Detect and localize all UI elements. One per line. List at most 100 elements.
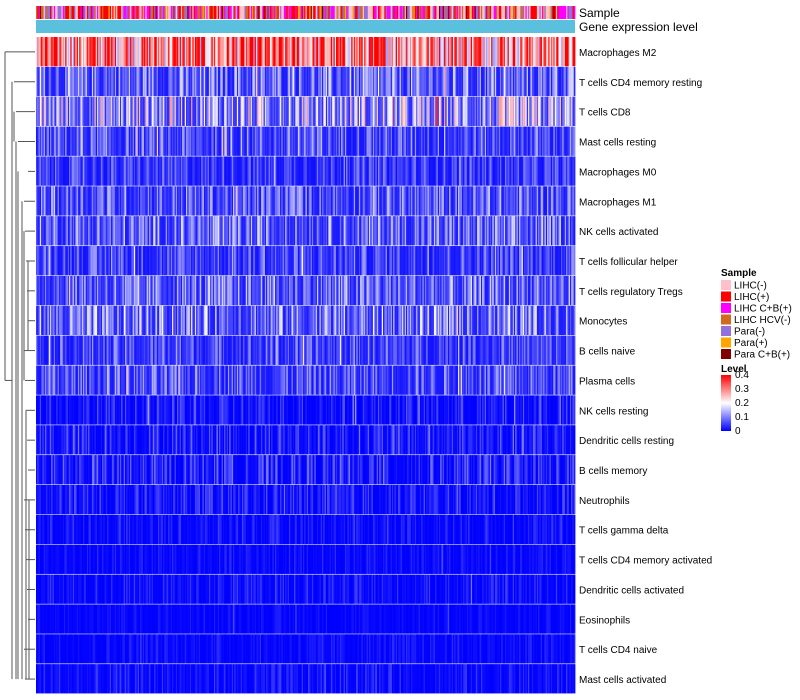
heatmap-cell <box>84 186 86 216</box>
heatmap-cell <box>178 305 181 336</box>
sample-annotation-cell <box>521 6 524 19</box>
heatmap-cell <box>395 305 398 336</box>
heatmap-cell <box>558 37 561 67</box>
heatmap-cell <box>496 186 498 216</box>
heatmap-cell <box>277 156 280 186</box>
heatmap-cell <box>286 37 289 67</box>
heatmap-cell <box>470 216 473 246</box>
heatmap-cell <box>159 246 161 276</box>
heatmap-cell <box>108 186 111 216</box>
heatmap-cell <box>325 216 328 246</box>
heatmap-cell <box>347 216 350 246</box>
heatmap-cell <box>361 156 364 186</box>
heatmap-cell <box>366 156 369 186</box>
heatmap-cell <box>301 335 304 365</box>
heatmap-cell <box>69 66 71 97</box>
heatmap-cell <box>281 96 284 126</box>
heatmap-cell <box>89 246 92 276</box>
heatmap-cell <box>102 96 104 126</box>
heatmap-cell <box>533 66 535 97</box>
heatmap-cell <box>69 37 71 67</box>
heatmap-cell <box>540 156 543 186</box>
heatmap-cell <box>149 126 151 156</box>
heatmap-cell <box>543 126 545 156</box>
heatmap-cell <box>243 66 245 97</box>
heatmap-cell <box>446 275 449 306</box>
heatmap-cell <box>234 335 236 365</box>
heatmap-cell <box>400 305 403 336</box>
heatmap-cell <box>374 335 376 365</box>
heatmap-cell <box>230 66 233 97</box>
heatmap-cell <box>322 275 324 306</box>
sample-annotation-cell <box>306 6 309 19</box>
sample-annotation-cell <box>323 6 325 19</box>
sample-annotation-cell <box>497 6 500 19</box>
heatmap-cell <box>216 186 219 216</box>
heatmap-cell <box>313 305 315 336</box>
heatmap-cell <box>100 275 103 306</box>
heatmap-cell <box>278 156 281 186</box>
heatmap-cell <box>182 305 184 336</box>
heatmap-cell <box>202 66 205 97</box>
heatmap-cell <box>57 246 60 276</box>
sample-annotation-cell <box>249 6 252 19</box>
heatmap-cell <box>98 126 100 156</box>
heatmap-cell <box>154 96 156 126</box>
sample-annotation-cell <box>269 6 272 19</box>
heatmap-cell <box>131 156 134 186</box>
heatmap-cell <box>407 126 409 156</box>
heatmap-cell <box>70 66 72 97</box>
heatmap-cell <box>273 96 276 126</box>
heatmap-cell <box>217 305 220 336</box>
heatmap-cell <box>127 216 130 246</box>
heatmap-cell <box>435 156 437 186</box>
heatmap-cell <box>324 275 327 306</box>
heatmap-cell <box>211 246 214 276</box>
heatmap-cell <box>212 126 215 156</box>
heatmap-cell <box>219 96 221 126</box>
heatmap-cell <box>332 37 334 67</box>
heatmap-cell <box>370 246 372 276</box>
heatmap-cell <box>466 216 469 246</box>
heatmap-cell <box>357 37 360 67</box>
heatmap-cell <box>344 96 347 126</box>
heatmap-cell <box>62 275 65 306</box>
heatmap-cell <box>413 186 416 216</box>
heatmap-cell <box>199 305 202 336</box>
sample-annotation-cell <box>493 6 496 19</box>
heatmap-cell <box>341 96 343 126</box>
heatmap-cell <box>142 37 145 67</box>
heatmap-cell <box>306 96 309 126</box>
heatmap-cell <box>175 37 178 67</box>
sample-annotation-cell <box>56 6 59 19</box>
heatmap-cell <box>243 275 245 306</box>
heatmap-cell <box>347 305 350 336</box>
heatmap-cell <box>459 126 461 156</box>
heatmap-cell <box>160 216 163 246</box>
heatmap-cell <box>255 37 258 67</box>
heatmap-cell <box>147 216 150 246</box>
heatmap-cell <box>97 37 99 67</box>
heatmap-cell <box>536 305 539 336</box>
heatmap-cell <box>365 275 367 306</box>
heatmap-cell <box>182 156 184 186</box>
heatmap-cell <box>272 156 275 186</box>
heatmap-cell <box>417 275 420 306</box>
heatmap-cell <box>233 37 235 67</box>
heatmap-cell <box>571 186 573 216</box>
heatmap-cell <box>140 37 142 67</box>
heatmap-cell <box>111 37 113 67</box>
heatmap-cell <box>203 156 206 186</box>
sample-annotation-cell <box>489 6 492 19</box>
heatmap-cell <box>250 156 253 186</box>
heatmap-cell <box>379 275 381 306</box>
heatmap-cell <box>74 156 76 186</box>
heatmap-cell <box>65 216 67 246</box>
heatmap-cell <box>69 305 71 336</box>
heatmap-cell <box>48 66 51 97</box>
heatmap-cell <box>333 216 336 246</box>
heatmap-cell <box>245 275 248 306</box>
heatmap-cell <box>465 246 468 276</box>
heatmap-cell <box>277 37 280 67</box>
heatmap-cell <box>327 126 329 156</box>
